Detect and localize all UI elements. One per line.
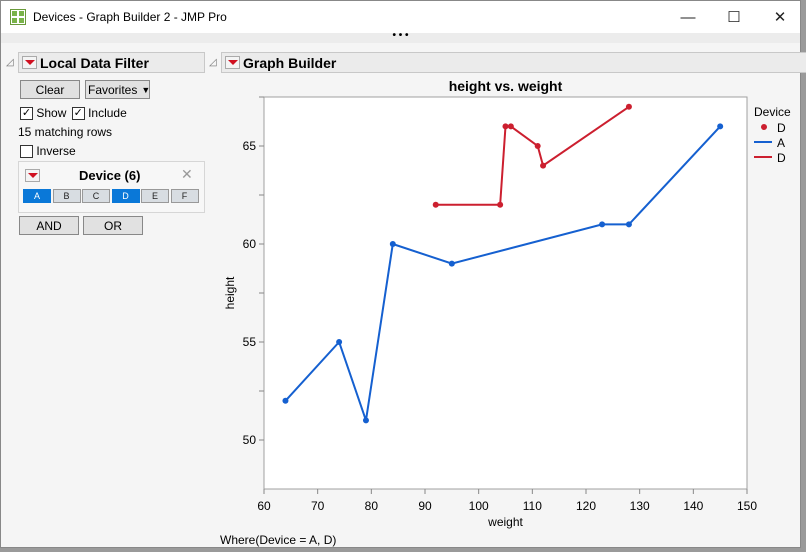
chevron-down-icon: ▼ xyxy=(141,84,151,95)
y-tick-label: 65 xyxy=(243,139,257,153)
level-button-C[interactable]: C xyxy=(82,189,110,203)
x-tick-label: 90 xyxy=(418,499,432,513)
plot-area xyxy=(263,96,748,490)
data-point-A[interactable] xyxy=(599,221,606,228)
or-button[interactable]: OR xyxy=(83,216,143,235)
y-axis-label: height xyxy=(223,276,237,309)
remove-filter-icon[interactable]: ✕ xyxy=(181,166,193,182)
data-point-A[interactable] xyxy=(282,397,289,404)
data-point-A[interactable] xyxy=(336,339,343,345)
x-tick-label: 110 xyxy=(523,499,542,513)
data-point-A[interactable] xyxy=(717,123,724,130)
clear-button[interactable]: Clear xyxy=(20,80,80,99)
more-options-strip[interactable]: • • • xyxy=(1,31,800,43)
data-point-D[interactable] xyxy=(432,201,439,208)
chart: height vs. weight 60 70 80 90 100 110 120 130 140… xyxy=(223,78,791,529)
red-triangle-menu-icon[interactable] xyxy=(225,56,240,69)
x-tick-label: 120 xyxy=(576,499,596,513)
x-tick-label: 80 xyxy=(365,499,379,513)
data-point-D[interactable] xyxy=(502,123,509,130)
filter-title: Local Data Filter xyxy=(40,54,149,71)
legend-label[interactable]: D xyxy=(777,151,786,165)
x-tick-label: 60 xyxy=(257,499,271,513)
window-title: Devices - Graph Builder 2 - JMP Pro xyxy=(33,10,227,24)
data-point-A[interactable] xyxy=(362,417,369,424)
legend-label[interactable]: D xyxy=(777,121,786,135)
title-bar: Devices - Graph Builder 2 - JMP Pro — ☐ … xyxy=(1,1,800,33)
include-checkbox[interactable]: ✓ xyxy=(71,107,85,121)
level-button-F[interactable]: F xyxy=(170,189,199,203)
legend-label[interactable]: A xyxy=(777,136,785,150)
legend-title: Device xyxy=(754,105,791,119)
x-tick-label: 70 xyxy=(311,499,325,513)
matching-rows-text: 15 matching rows xyxy=(18,125,113,139)
data-point-D[interactable] xyxy=(534,143,541,149)
local-data-filter-header: Local Data Filter xyxy=(18,52,205,73)
data-point-A[interactable] xyxy=(625,221,632,228)
x-tick-label: 150 xyxy=(737,499,757,513)
close-button[interactable]: ✕ xyxy=(773,9,787,26)
device-filter-title: Device (6) xyxy=(79,168,141,183)
x-tick-label: 130 xyxy=(630,499,650,513)
series-line-A xyxy=(284,125,721,421)
data-point-D[interactable] xyxy=(507,123,514,130)
red-triangle-menu-icon[interactable] xyxy=(25,169,40,182)
x-axis-label: weight xyxy=(487,515,523,529)
inverse-checkbox[interactable] xyxy=(20,145,33,159)
include-label: Include xyxy=(88,106,127,120)
graph-builder-header: Graph Builder xyxy=(221,52,806,73)
disclosure-icon[interactable]: ◿ xyxy=(209,57,217,68)
graph-builder-title: Graph Builder xyxy=(243,54,337,71)
x-tick-label: 140 xyxy=(683,499,703,513)
level-button-A[interactable]: A xyxy=(23,189,51,203)
show-label: Show xyxy=(36,106,67,120)
show-checkbox[interactable]: ✓ xyxy=(20,107,33,121)
jmp-app-icon xyxy=(10,9,26,25)
level-button-D[interactable]: D xyxy=(111,189,140,203)
and-button[interactable]: AND xyxy=(19,216,79,235)
red-triangle-menu-icon[interactable] xyxy=(22,56,37,69)
maximize-button[interactable]: ☐ xyxy=(727,9,741,26)
y-tick-label: 50 xyxy=(243,433,257,447)
favorites-label: Favorites xyxy=(88,82,138,97)
data-point-D[interactable] xyxy=(497,201,504,208)
favorites-dropdown[interactable]: Favorites ▼ xyxy=(85,80,150,99)
level-button-E[interactable]: E xyxy=(141,189,169,203)
level-button-B[interactable]: B xyxy=(52,189,81,203)
chart-title: height vs. weight xyxy=(449,78,563,94)
x-tick-label: 100 xyxy=(469,499,489,513)
data-point-A[interactable] xyxy=(448,260,455,267)
y-tick-label: 60 xyxy=(243,237,257,251)
data-point-D[interactable] xyxy=(625,103,632,110)
data-point-A[interactable] xyxy=(389,241,396,247)
y-tick-label: 55 xyxy=(243,335,257,349)
inverse-label: Inverse xyxy=(36,144,76,158)
data-point-D[interactable] xyxy=(540,162,547,169)
disclosure-icon[interactable]: ◿ xyxy=(6,57,14,68)
legend-marker xyxy=(761,124,767,130)
minimize-button[interactable]: — xyxy=(680,8,696,26)
where-clause-text: Where(Device = A, D) xyxy=(220,533,337,547)
